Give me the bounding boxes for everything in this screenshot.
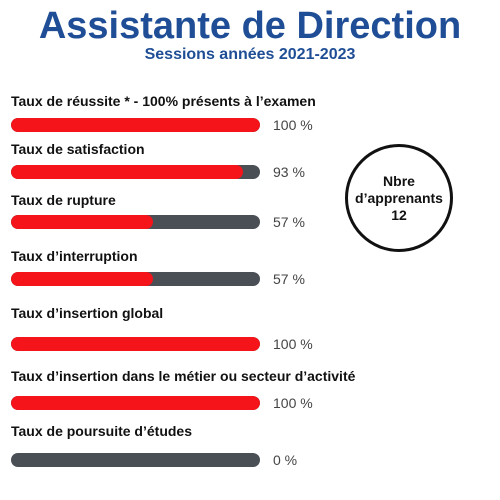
progress-fill-rupture <box>11 215 153 229</box>
progress-fill-insertion-global <box>11 337 260 351</box>
progress-fill-reussite <box>11 118 260 132</box>
metric-value-interruption: 57 % <box>273 271 305 287</box>
page-title: Assistante de Direction <box>38 5 462 47</box>
badge-count: 12 <box>391 206 407 223</box>
metric-value-poursuite-etudes: 0 % <box>273 452 298 468</box>
badge-line-2: d’apprenants <box>355 189 443 206</box>
progress-track-rupture <box>11 215 260 229</box>
progress-track-reussite <box>11 118 260 132</box>
metric-label-rupture: Taux de rupture <box>11 192 116 208</box>
progress-fill-satisfaction <box>11 165 243 179</box>
progress-fill-insertion-metier <box>11 396 260 410</box>
metric-value-insertion-global: 100 % <box>273 336 313 352</box>
page-subtitle: Sessions années 2021-2023 <box>144 46 356 63</box>
metric-value-insertion-metier: 100 % <box>273 395 313 411</box>
metric-value-rupture: 57 % <box>273 214 305 230</box>
badge-line-1: Nbre <box>383 172 415 189</box>
progress-track-interruption <box>11 272 260 286</box>
metric-value-reussite: 100 % <box>273 117 313 133</box>
metric-label-satisfaction: Taux de satisfaction <box>11 141 145 157</box>
metric-label-interruption: Taux d’interruption <box>11 248 138 264</box>
progress-track-insertion-metier <box>11 396 260 410</box>
learners-count-badge: Nbre d’apprenants 12 <box>345 144 453 252</box>
metric-label-reussite: Taux de réussite * - 100% présents à l’e… <box>11 93 316 109</box>
metric-label-poursuite-etudes: Taux de poursuite d’études <box>11 423 192 439</box>
progress-track-insertion-global <box>11 337 260 351</box>
metric-value-satisfaction: 93 % <box>273 164 305 180</box>
progress-track-satisfaction <box>11 165 260 179</box>
metric-label-insertion-metier: Taux d’insertion dans le métier ou secte… <box>11 368 356 384</box>
progress-track-poursuite-etudes <box>11 453 260 467</box>
metric-label-insertion-global: Taux d’insertion global <box>11 305 164 321</box>
progress-fill-interruption <box>11 272 153 286</box>
